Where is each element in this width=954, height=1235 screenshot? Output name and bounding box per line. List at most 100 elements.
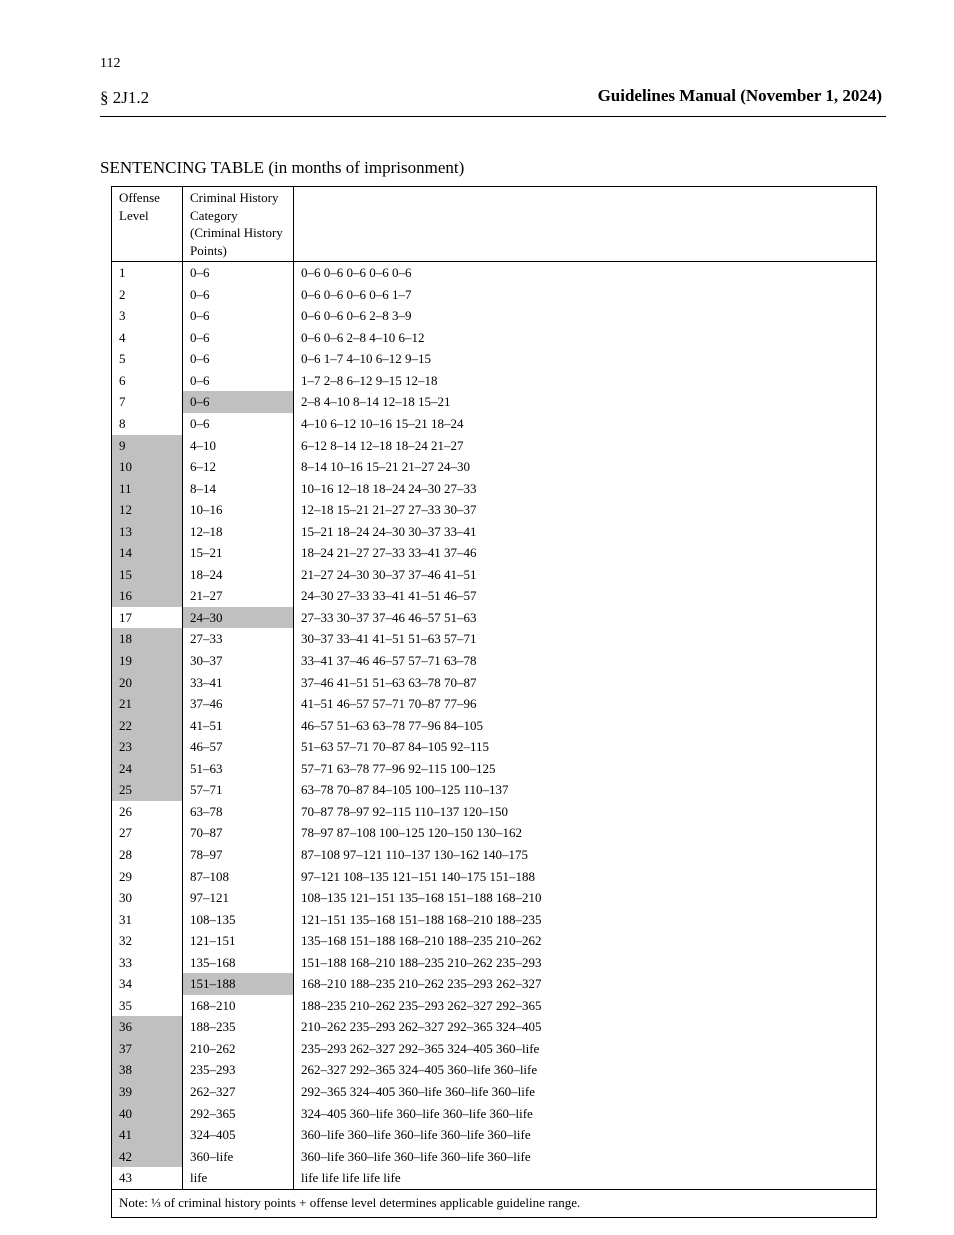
cell-range: 70–87 78–97 92–115 110–137 120–150 [294, 801, 877, 823]
cell-category: 78–97 [183, 844, 294, 866]
table-row: 2451–6357–71 63–78 77–96 92–115 100–125 [112, 758, 877, 780]
cell-category: 0–6 [183, 413, 294, 435]
table-row: 118–1410–16 12–18 18–24 24–30 27–33 [112, 478, 877, 500]
table-row: 43lifelife life life life life [112, 1167, 877, 1189]
cell-offense-level: 34 [112, 973, 183, 995]
cell-range: 360–life 360–life 360–life 360–life 360–… [294, 1146, 877, 1168]
cell-offense-level: 30 [112, 887, 183, 909]
cell-offense-level: 28 [112, 844, 183, 866]
cell-category: 210–262 [183, 1038, 294, 1060]
table-row: 2137–4641–51 46–57 57–71 70–87 77–96 [112, 693, 877, 715]
cell-range: 87–108 97–121 110–137 130–162 140–175 [294, 844, 877, 866]
cell-range: 97–121 108–135 121–151 140–175 151–188 [294, 866, 877, 888]
footnote-label: Note: [119, 1195, 151, 1210]
table-row: 38235–293262–327 292–365 324–405 360–lif… [112, 1059, 877, 1081]
cell-offense-level: 39 [112, 1081, 183, 1103]
col-header-level: Offense Level [112, 187, 183, 262]
cell-range: 24–30 27–33 33–41 41–51 46–57 [294, 585, 877, 607]
cell-range: 0–6 0–6 0–6 2–8 3–9 [294, 305, 877, 327]
cell-range: 30–37 33–41 41–51 51–63 57–71 [294, 628, 877, 650]
table-row: 35168–210188–235 210–262 235–293 262–327… [112, 995, 877, 1017]
cell-offense-level: 8 [112, 413, 183, 435]
cell-offense-level: 41 [112, 1124, 183, 1146]
cell-category: 108–135 [183, 909, 294, 931]
cell-category: 0–6 [183, 370, 294, 392]
cell-range: 0–6 0–6 0–6 0–6 1–7 [294, 284, 877, 306]
cell-category: 51–63 [183, 758, 294, 780]
table-row: 41324–405360–life 360–life 360–life 360–… [112, 1124, 877, 1146]
header-rule [100, 116, 886, 117]
cell-category: 151–188 [183, 973, 294, 995]
table-row: 2557–7163–78 70–87 84–105 100–125 110–13… [112, 779, 877, 801]
cell-category: 15–21 [183, 542, 294, 564]
table-row: 10–60–6 0–6 0–6 0–6 0–6 [112, 262, 877, 284]
cell-category: 360–life [183, 1146, 294, 1168]
cell-range: 1–7 2–8 6–12 9–15 12–18 [294, 370, 877, 392]
cell-range: 12–18 15–21 21–27 27–33 30–37 [294, 499, 877, 521]
cell-range: 235–293 262–327 292–365 324–405 360–life [294, 1038, 877, 1060]
cell-category: 41–51 [183, 715, 294, 737]
cell-range: 2–8 4–10 8–14 12–18 15–21 [294, 391, 877, 413]
footnote-text: of criminal history points + offense lev… [161, 1195, 580, 1210]
table-row: 2663–7870–87 78–97 92–115 110–137 120–15… [112, 801, 877, 823]
cell-category: 292–365 [183, 1103, 294, 1125]
cell-range: 33–41 37–46 46–57 57–71 63–78 [294, 650, 877, 672]
cell-category: 46–57 [183, 736, 294, 758]
cell-offense-level: 6 [112, 370, 183, 392]
cell-category: 21–27 [183, 585, 294, 607]
cell-category: 188–235 [183, 1016, 294, 1038]
footnote-row: Note: ⅓ of criminal history points + off… [112, 1189, 877, 1218]
cell-range: 188–235 210–262 235–293 262–327 292–365 [294, 995, 877, 1017]
table-row: 36188–235210–262 235–293 262–327 292–365… [112, 1016, 877, 1038]
cell-category: 262–327 [183, 1081, 294, 1103]
table-row: 31108–135121–151 135–168 151–188 168–210… [112, 909, 877, 931]
cell-category: 30–37 [183, 650, 294, 672]
cell-category: 6–12 [183, 456, 294, 478]
table-row: 1724–3027–33 30–37 37–46 46–57 51–63 [112, 607, 877, 629]
cell-range: 15–21 18–24 24–30 30–37 33–41 [294, 521, 877, 543]
cell-category: 0–6 [183, 305, 294, 327]
cell-category: 18–24 [183, 564, 294, 586]
cell-offense-level: 9 [112, 435, 183, 457]
cell-range: 46–57 51–63 63–78 77–96 84–105 [294, 715, 877, 737]
cell-range: 37–46 41–51 51–63 63–78 70–87 [294, 672, 877, 694]
footnote-cell: Note: ⅓ of criminal history points + off… [112, 1189, 877, 1218]
page: 112 § 2J1.2 Guidelines Manual (November … [0, 0, 954, 1235]
page-number: 112 [100, 56, 120, 72]
cell-range: 41–51 46–57 57–71 70–87 77–96 [294, 693, 877, 715]
table-row: 40–60–6 0–6 2–8 4–10 6–12 [112, 327, 877, 349]
cell-offense-level: 4 [112, 327, 183, 349]
cell-category: 4–10 [183, 435, 294, 457]
cell-offense-level: 11 [112, 478, 183, 500]
cell-category: 0–6 [183, 391, 294, 413]
cell-category: 63–78 [183, 801, 294, 823]
col-header-history: Criminal History Category (Criminal Hist… [183, 187, 294, 262]
cell-offense-level: 13 [112, 521, 183, 543]
cell-category: 0–6 [183, 327, 294, 349]
table-row: 20–60–6 0–6 0–6 0–6 1–7 [112, 284, 877, 306]
cell-category: 33–41 [183, 672, 294, 694]
fraction-icon: ⅓ [151, 1195, 161, 1210]
cell-range: 4–10 6–12 10–16 15–21 18–24 [294, 413, 877, 435]
cell-offense-level: 23 [112, 736, 183, 758]
cell-range: 292–365 324–405 360–life 360–life 360–li… [294, 1081, 877, 1103]
table-row: 3097–121108–135 121–151 135–168 151–188 … [112, 887, 877, 909]
cell-range: 51–63 57–71 70–87 84–105 92–115 [294, 736, 877, 758]
cell-range: 6–12 8–14 12–18 18–24 21–27 [294, 435, 877, 457]
cell-range: life life life life life [294, 1167, 877, 1189]
cell-offense-level: 26 [112, 801, 183, 823]
cell-range: 57–71 63–78 77–96 92–115 100–125 [294, 758, 877, 780]
cell-range: 18–24 21–27 27–33 33–41 37–46 [294, 542, 877, 564]
cell-category: 24–30 [183, 607, 294, 629]
table-row: 2346–5751–63 57–71 70–87 84–105 92–115 [112, 736, 877, 758]
table-row: 34151–188168–210 188–235 210–262 235–293… [112, 973, 877, 995]
cell-category: 37–46 [183, 693, 294, 715]
table-header-row: Offense Level Criminal History Category … [112, 187, 877, 262]
table-row: 1621–2724–30 27–33 33–41 41–51 46–57 [112, 585, 877, 607]
cell-offense-level: 29 [112, 866, 183, 888]
cell-offense-level: 12 [112, 499, 183, 521]
cell-range: 27–33 30–37 37–46 46–57 51–63 [294, 607, 877, 629]
cell-offense-level: 7 [112, 391, 183, 413]
table-row: 2878–9787–108 97–121 110–137 130–162 140… [112, 844, 877, 866]
cell-range: 121–151 135–168 151–188 168–210 188–235 [294, 909, 877, 931]
